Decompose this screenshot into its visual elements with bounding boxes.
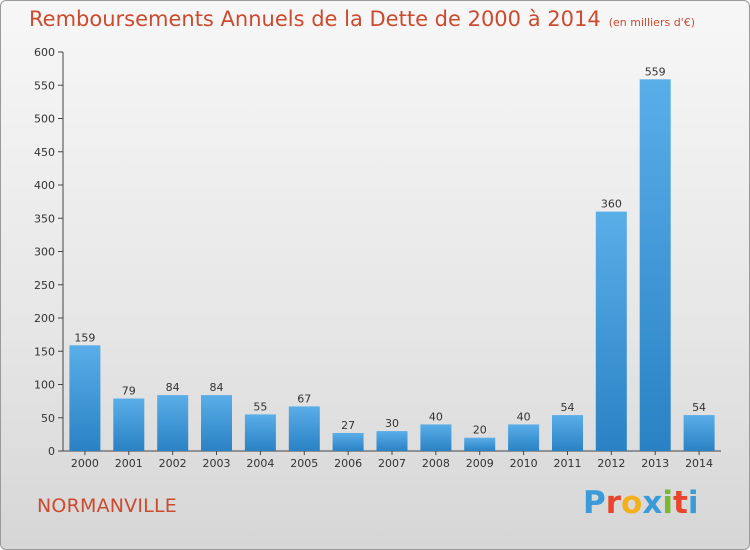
y-tick-label: 100 <box>34 379 55 392</box>
bar <box>639 79 671 452</box>
y-tick-label: 350 <box>34 212 55 225</box>
y-tick-label: 600 <box>34 46 55 59</box>
bar <box>683 415 715 451</box>
brand-letter: x <box>642 485 663 521</box>
bar-value-label: 84 <box>166 381 180 394</box>
x-tick-label: 2008 <box>422 457 450 470</box>
bar-value-label: 159 <box>74 331 95 344</box>
bar <box>288 406 320 451</box>
bar-value-label: 20 <box>473 424 487 437</box>
bar <box>201 395 232 451</box>
bar-value-label: 40 <box>517 410 531 423</box>
x-tick-label: 2002 <box>159 457 187 470</box>
x-tick-label: 2006 <box>334 457 362 470</box>
x-tick-label: 2014 <box>685 457 713 470</box>
y-tick-label: 550 <box>34 79 55 92</box>
brand-letter: t <box>672 485 688 521</box>
bar <box>552 415 583 451</box>
bar <box>332 433 364 451</box>
proxiti-logo[interactable]: Proxiti <box>583 485 698 521</box>
x-tick-label: 2001 <box>115 457 143 470</box>
bar-value-label: 40 <box>429 410 443 423</box>
x-tick-label: 2004 <box>246 457 274 470</box>
y-tick-label: 150 <box>34 345 55 358</box>
brand-letter: i <box>662 485 673 521</box>
bar <box>69 345 101 451</box>
labels-group: 159 79 84 84 55 67 27 30 40 20 40 54 360 559 54 <box>74 65 706 436</box>
x-tick-label: 2009 <box>466 457 494 470</box>
bar <box>113 398 145 451</box>
bar-value-label: 54 <box>560 401 574 414</box>
bar <box>595 211 627 451</box>
y-tick-label: 50 <box>41 412 55 425</box>
axes: 0 50 100 150 200 250 300 350 400 450 500 550 600 2000… <box>34 46 721 470</box>
y-tick-label: 400 <box>34 179 55 192</box>
x-tick-label: 2012 <box>597 457 625 470</box>
x-tick-label: 2005 <box>290 457 318 470</box>
y-tick-label: 0 <box>48 445 55 458</box>
y-tick-label: 250 <box>34 279 55 292</box>
bar <box>508 424 540 451</box>
bar-value-label: 360 <box>601 198 622 211</box>
y-tick-label: 450 <box>34 146 55 159</box>
bar-value-label: 27 <box>341 419 355 432</box>
x-tick-label: 2000 <box>71 457 99 470</box>
bar-value-label: 30 <box>385 417 399 430</box>
chart-subtitle: (en milliers d'€) <box>608 16 695 29</box>
bar <box>420 424 452 451</box>
brand-letter: o <box>621 485 643 521</box>
bar <box>464 437 496 451</box>
bar-value-label: 67 <box>297 392 311 405</box>
brand-letter: r <box>605 485 622 521</box>
chart-title-text: Remboursements Annuels de la Dette de 20… <box>29 7 601 31</box>
bar-value-label: 79 <box>122 384 136 397</box>
y-tick-label: 500 <box>34 113 55 126</box>
bar <box>376 431 408 451</box>
bar-value-label: 55 <box>253 400 267 413</box>
brand-letter: P <box>583 485 606 521</box>
bars-group <box>69 79 715 452</box>
chart-title: Remboursements Annuels de la Dette de 20… <box>29 7 695 31</box>
commune-name: NORMANVILLE <box>37 495 177 517</box>
y-tick-label: 200 <box>34 312 55 325</box>
bar <box>157 395 189 451</box>
bar-value-label: 84 <box>210 381 224 394</box>
x-tick-label: 2010 <box>510 457 538 470</box>
x-tick-label: 2011 <box>553 457 581 470</box>
bar <box>244 414 276 451</box>
bar-value-label: 54 <box>692 401 706 414</box>
x-tick-label: 2013 <box>641 457 669 470</box>
bar-value-label: 559 <box>645 65 666 78</box>
x-tick-label: 2003 <box>203 457 231 470</box>
y-tick-label: 300 <box>34 246 55 259</box>
brand-letter: i <box>687 485 699 521</box>
x-tick-label: 2007 <box>378 457 406 470</box>
